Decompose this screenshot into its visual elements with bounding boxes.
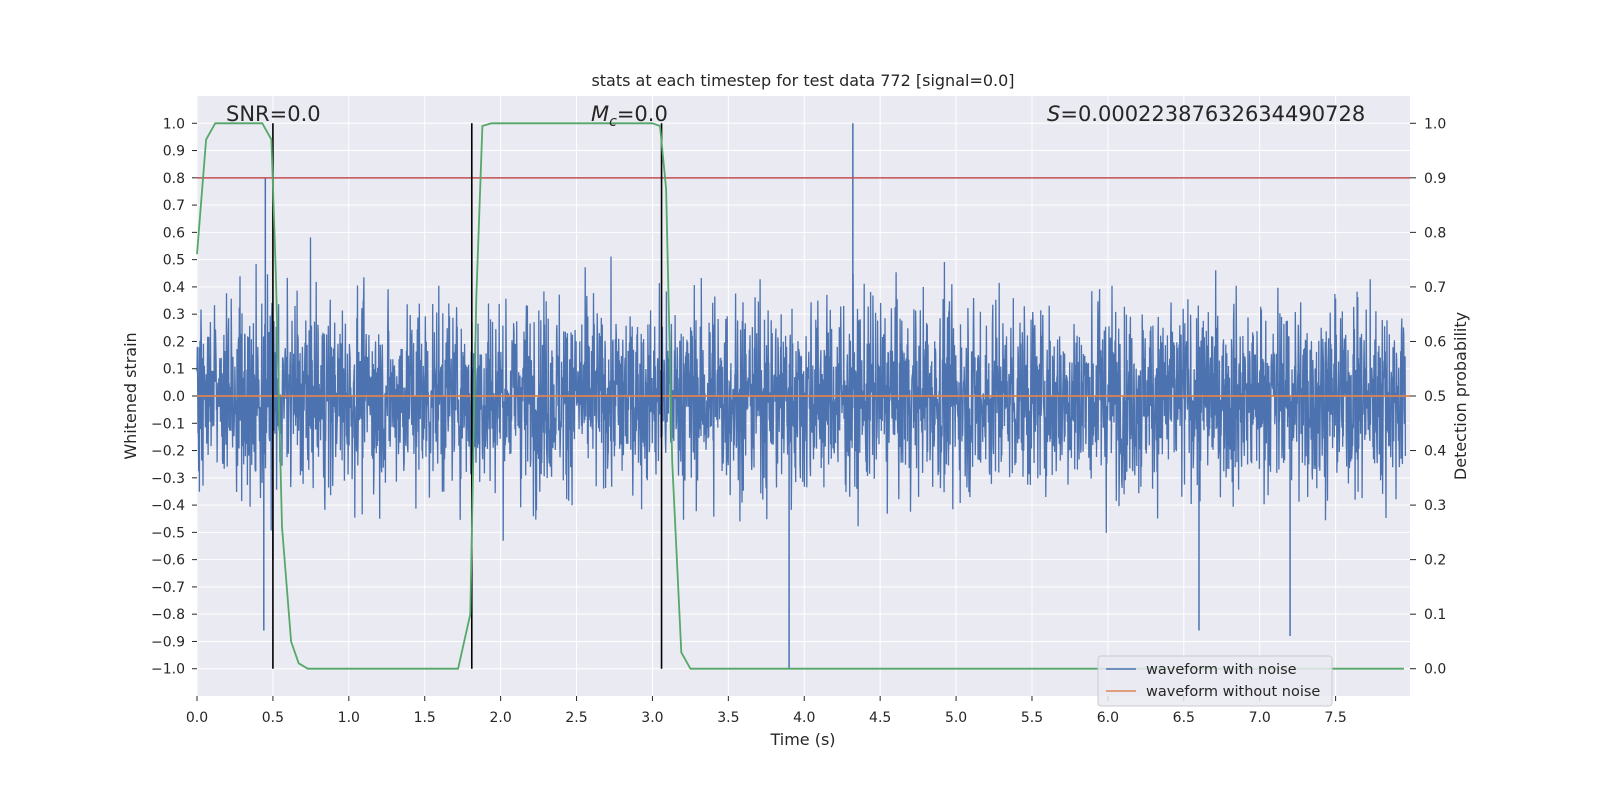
y2-tick-label: 0.3 (1424, 498, 1446, 514)
legend-label-noise: waveform with noise (1146, 662, 1297, 678)
y-tick-label: −0.8 (151, 607, 185, 623)
y-tick-label: −1.0 (151, 662, 185, 678)
x-tick-label: 4.0 (793, 710, 815, 726)
y-tick-label: −0.5 (151, 525, 185, 541)
s-annotation: S=0.00022387632634490728 (1047, 102, 1365, 126)
y-tick-label: 0.2 (163, 334, 185, 350)
y2-axis-label: Detection probability (1451, 312, 1470, 480)
chirp-mass-symbol: M (591, 102, 609, 126)
x-tick-label: 4.5 (869, 710, 891, 726)
x-tick-label: 1.0 (338, 710, 360, 726)
y-tick-label: 0.5 (163, 253, 185, 269)
y2-tick-label: 0.0 (1424, 662, 1446, 678)
data-layer (196, 122, 1410, 670)
x-tick-label: 5.0 (945, 710, 967, 726)
y-tick-label: 0.8 (163, 171, 185, 187)
x-tick-label: 0.0 (186, 710, 208, 726)
y2-tick-label: 0.5 (1424, 389, 1446, 405)
chirp-mass-value: =0.0 (617, 102, 668, 126)
x-tick-label: 3.0 (641, 710, 663, 726)
y-tick-label: 1.0 (163, 116, 185, 132)
y-tick-label: −0.2 (151, 444, 185, 460)
y-tick-label: 0.0 (163, 389, 185, 405)
y-tick-label: 0.7 (163, 198, 185, 214)
chirp-mass-subscript: c (609, 114, 617, 130)
y-tick-label: 0.4 (163, 280, 185, 296)
x-tick-label: 1.5 (414, 710, 436, 726)
y2-tick-label: 0.8 (1424, 225, 1446, 241)
y2-tick-label: 0.9 (1424, 171, 1446, 187)
y2-tick-label: 0.4 (1424, 444, 1446, 460)
y-tick-label: −0.1 (151, 416, 185, 432)
x-tick-label: 5.5 (1021, 710, 1043, 726)
series-waveform-with-noise (196, 237, 1407, 541)
y-tick-label: −0.3 (151, 471, 185, 487)
y2-tick-label: 0.1 (1424, 607, 1446, 623)
x-tick-label: 7.5 (1324, 710, 1346, 726)
x-tick-label: 2.0 (489, 710, 511, 726)
x-tick-label: 6.5 (1173, 710, 1195, 726)
y2-tick-label: 0.6 (1424, 334, 1446, 350)
y-tick-label: 0.1 (163, 362, 185, 378)
x-tick-label: 2.5 (565, 710, 587, 726)
y2-tick-label: 0.2 (1424, 553, 1446, 569)
x-axis-label: Time (s) (769, 730, 835, 749)
y2-tick-label: 0.7 (1424, 280, 1446, 296)
y2-tick-label: 1.0 (1424, 116, 1446, 132)
x-tick-label: 3.5 (717, 710, 739, 726)
y-tick-label: −0.7 (151, 580, 185, 596)
s-symbol: S (1047, 102, 1060, 126)
y-tick-label: 0.6 (163, 225, 185, 241)
snr-annotation: SNR=0.0 (226, 102, 321, 126)
y-axis-label: Whitened strain (121, 332, 140, 459)
legend-label-clean: waveform without noise (1146, 684, 1320, 700)
y-tick-label: 0.9 (163, 144, 185, 160)
y-tick-label: −0.6 (151, 553, 185, 569)
chirp-mass-annotation: Mc=0.0 (591, 102, 668, 130)
s-value: =0.00022387632634490728 (1060, 102, 1365, 126)
y-tick-label: 0.3 (163, 307, 185, 323)
x-tick-label: 0.5 (262, 710, 284, 726)
x-tick-label: 6.0 (1097, 710, 1119, 726)
y-tick-label: −0.9 (151, 634, 185, 650)
y-tick-label: −0.4 (151, 498, 185, 514)
x-tick-label: 7.0 (1249, 710, 1271, 726)
legend: waveform with noise waveform without noi… (1097, 655, 1333, 707)
series-detection-probability (196, 122, 1404, 670)
chart-title: stats at each timestep for test data 772… (591, 71, 1014, 90)
legend-box (1097, 655, 1333, 707)
axes: 0.0 0.5 1.0 1.5 2.0 2.5 3.0 3.5 4.0 4.5 5.0 5.5 6.0 6… (151, 116, 1446, 726)
